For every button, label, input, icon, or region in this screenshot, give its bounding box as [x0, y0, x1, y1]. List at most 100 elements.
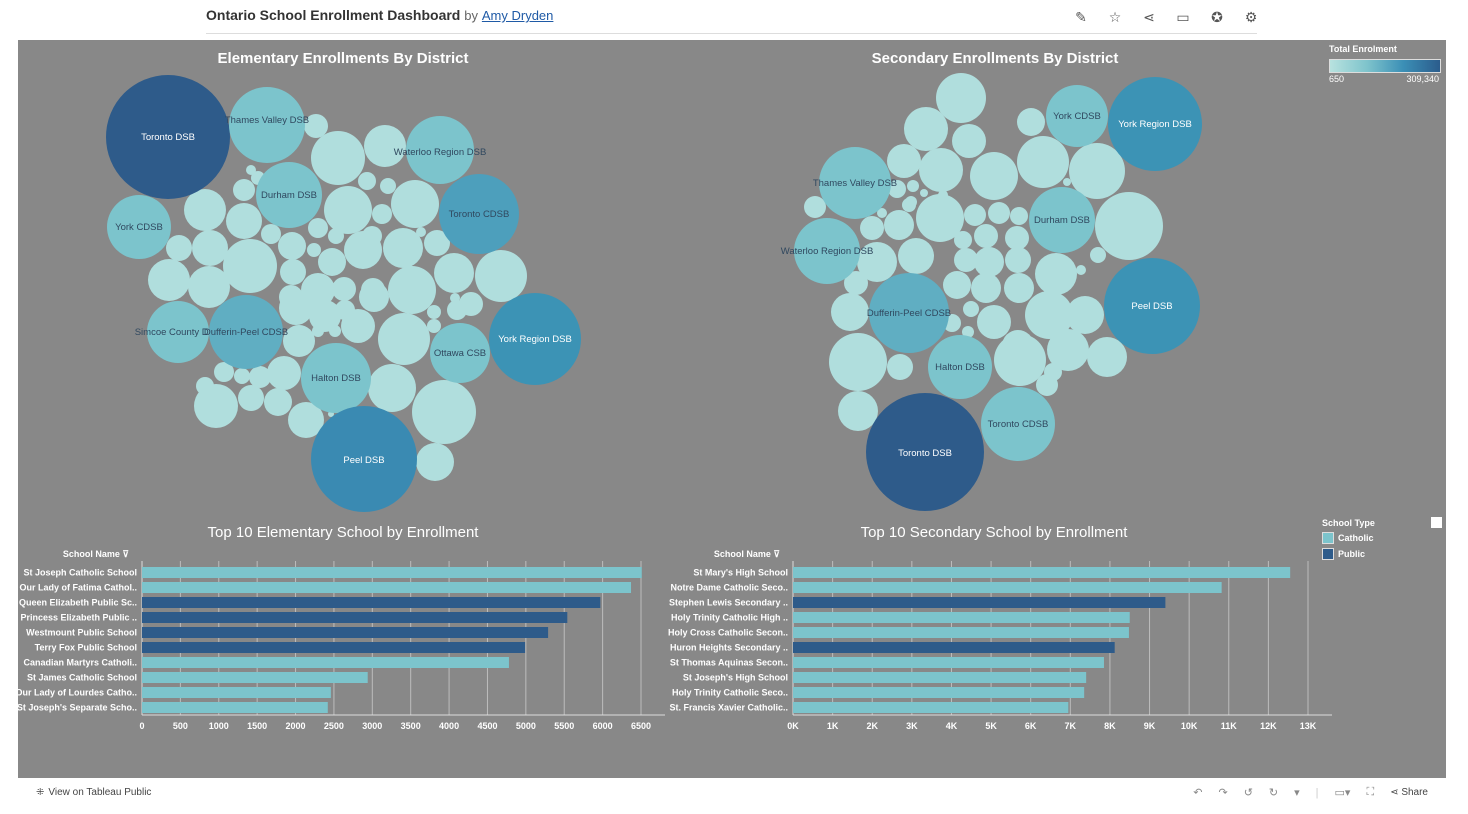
legend-total-enrolment[interactable]: Total Enrolment 650 309,340: [1329, 44, 1449, 84]
bar[interactable]: [793, 642, 1115, 653]
bubble[interactable]: [1025, 291, 1073, 339]
bubble[interactable]: [475, 250, 527, 302]
bubble[interactable]: [246, 165, 256, 175]
bubble-durham-dsb-elem[interactable]: [256, 162, 322, 228]
bubble[interactable]: [312, 325, 324, 337]
bubble[interactable]: [184, 189, 226, 231]
bubble[interactable]: [328, 228, 344, 244]
bubble[interactable]: [288, 402, 324, 438]
bubble[interactable]: [267, 356, 301, 390]
bar[interactable]: [142, 657, 509, 668]
bubble[interactable]: [1069, 143, 1125, 199]
bubble[interactable]: [1095, 192, 1163, 260]
bubble[interactable]: [192, 230, 228, 266]
bubble[interactable]: [383, 228, 423, 268]
legend-school-type[interactable]: School Type Catholic Public: [1322, 518, 1375, 560]
bubble-toronto-dsb-elem[interactable]: [106, 75, 230, 199]
bubble[interactable]: [372, 204, 392, 224]
secondary-district-bubbles[interactable]: York CDSB York Region DSB Thames Valley …: [781, 77, 1202, 511]
star-icon[interactable]: ☆: [1108, 8, 1122, 25]
bubble[interactable]: [434, 253, 474, 293]
bar[interactable]: [793, 672, 1087, 683]
bubble[interactable]: [1063, 178, 1071, 186]
bar[interactable]: [142, 597, 601, 608]
bubble[interactable]: [412, 380, 476, 444]
bubble[interactable]: [844, 271, 868, 295]
bubble[interactable]: [898, 238, 934, 274]
bubble[interactable]: [1005, 226, 1029, 250]
bubble[interactable]: [223, 239, 277, 293]
bar[interactable]: [793, 612, 1130, 623]
bubble-simcoe-county-dsb-elem[interactable]: [147, 301, 209, 363]
bubble[interactable]: [838, 391, 878, 431]
gear-icon[interactable]: ⚙: [1244, 8, 1258, 25]
bubble[interactable]: [148, 259, 190, 301]
bubble[interactable]: [233, 179, 255, 201]
bar[interactable]: [793, 597, 1166, 608]
bubble[interactable]: [954, 248, 978, 272]
bubble[interactable]: [974, 224, 998, 248]
bubble[interactable]: [804, 196, 826, 218]
redo-icon[interactable]: ↷: [1218, 787, 1228, 799]
bubble[interactable]: [1066, 296, 1104, 334]
bubble[interactable]: [954, 231, 972, 249]
bubble[interactable]: [308, 218, 328, 238]
bubble[interactable]: [388, 266, 436, 314]
bubble[interactable]: [860, 216, 884, 240]
bubble[interactable]: [888, 180, 906, 198]
bubble[interactable]: [1005, 247, 1031, 273]
bubble-toronto-dsb-sec[interactable]: [866, 393, 984, 511]
filter-toggle-square[interactable]: [1431, 517, 1442, 528]
bubble[interactable]: [378, 313, 430, 365]
bubble[interactable]: [380, 178, 396, 194]
bubble[interactable]: [427, 305, 441, 319]
device-layout-icon[interactable]: ▭▾: [1334, 787, 1351, 799]
bubble-thames-valley-dsb-elem[interactable]: [229, 87, 305, 163]
bubble[interactable]: [916, 194, 964, 242]
bubble-york-region-dsb-sec[interactable]: [1108, 77, 1202, 171]
bubble[interactable]: [1047, 329, 1089, 371]
bubble[interactable]: [329, 325, 341, 337]
bubble[interactable]: [332, 277, 356, 301]
bar[interactable]: [142, 687, 331, 698]
legend-item-public[interactable]: Public: [1322, 548, 1375, 560]
bubble[interactable]: [279, 291, 313, 325]
bubble[interactable]: [309, 300, 341, 332]
bubble[interactable]: [877, 208, 887, 218]
bar[interactable]: [142, 672, 368, 683]
share-button[interactable]: ⋖ Share: [1390, 787, 1428, 798]
bubble[interactable]: [364, 125, 406, 167]
bubble[interactable]: [188, 266, 230, 308]
bubble[interactable]: [1035, 253, 1077, 295]
bubble[interactable]: [971, 273, 1001, 303]
bubble[interactable]: [887, 144, 921, 178]
bar[interactable]: [142, 702, 328, 713]
bubble[interactable]: [283, 325, 315, 357]
bubble[interactable]: [1087, 337, 1127, 377]
bubble[interactable]: [311, 131, 365, 185]
bubble-durham-dsb-sec[interactable]: [1029, 187, 1095, 253]
elementary-bubble-group[interactable]: [148, 114, 527, 481]
bubble[interactable]: [166, 235, 192, 261]
bubble[interactable]: [261, 224, 281, 244]
bubble-ottawa-csb-elem[interactable]: [430, 323, 490, 383]
bar[interactable]: [142, 627, 549, 638]
bubble[interactable]: [324, 186, 372, 234]
bubble-dufferin-peel-cdsb-sec[interactable]: [869, 273, 949, 353]
bubble[interactable]: [280, 259, 306, 285]
elementary-district-bubbles[interactable]: Toronto DSB Thames Valley DSB Waterloo R…: [106, 75, 581, 512]
bar[interactable]: [793, 702, 1069, 713]
legend-item-catholic[interactable]: Catholic: [1322, 532, 1375, 544]
bubble[interactable]: [831, 293, 869, 331]
bubble[interactable]: [1017, 136, 1069, 188]
secondary-bubble-group[interactable]: [804, 73, 1163, 431]
bubble[interactable]: [341, 309, 375, 343]
bubble-toronto-cdsb-sec[interactable]: [981, 387, 1055, 461]
bubble[interactable]: [238, 385, 264, 411]
bubble[interactable]: [884, 210, 914, 240]
share-network-icon[interactable]: ⋖: [1143, 8, 1155, 25]
bubble-waterloo-region-dsb-sec[interactable]: [794, 218, 860, 284]
revert-icon[interactable]: ↺: [1243, 787, 1253, 799]
bar[interactable]: [142, 612, 568, 623]
bubble[interactable]: [194, 384, 238, 428]
